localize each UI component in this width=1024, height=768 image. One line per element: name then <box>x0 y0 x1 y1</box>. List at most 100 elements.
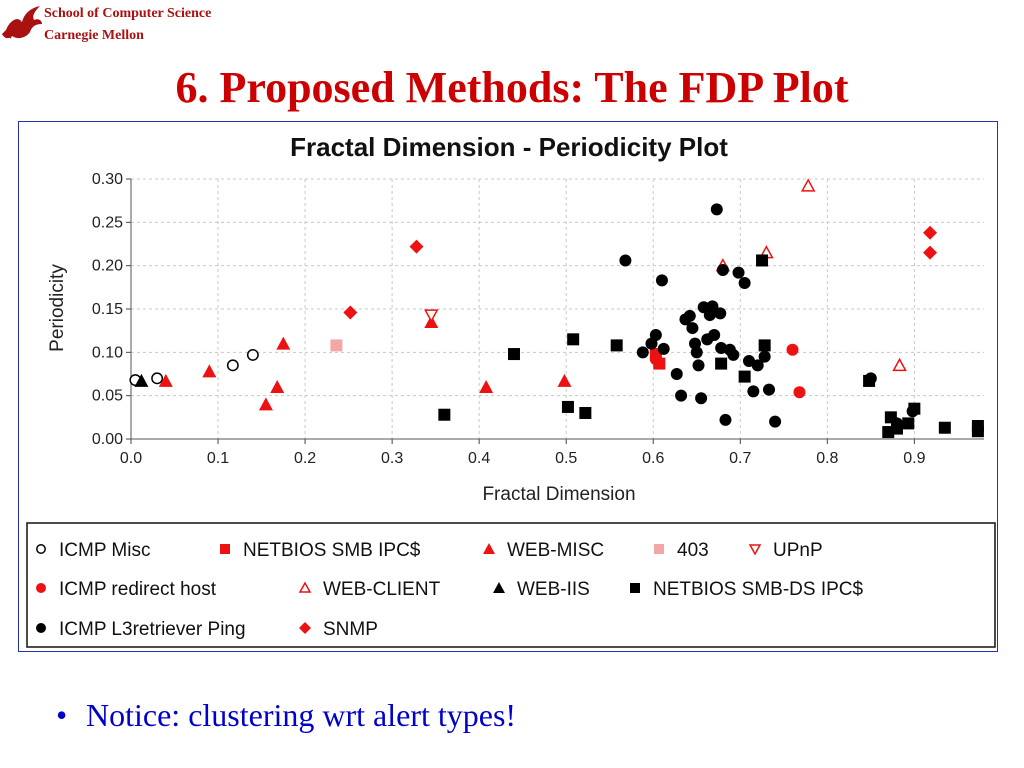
legend-marker <box>220 544 230 554</box>
data-point <box>716 264 729 276</box>
data-point <box>683 309 696 322</box>
data-point <box>246 348 259 361</box>
legend-marker <box>630 583 640 593</box>
data-point <box>409 239 424 254</box>
dragon-logo-icon <box>2 6 42 39</box>
legend-marker <box>36 544 46 554</box>
data-point <box>890 417 903 430</box>
data-point <box>708 329 721 341</box>
data-point <box>769 415 782 428</box>
data-point <box>800 178 816 192</box>
legend-marker <box>36 623 46 633</box>
data-point <box>276 336 291 350</box>
data-point <box>649 353 662 366</box>
y-tick-label: 0.15 <box>92 301 123 318</box>
data-point <box>714 307 727 320</box>
data-point <box>657 342 670 355</box>
data-point <box>902 417 915 430</box>
data-point <box>727 348 740 361</box>
x-tick-label: 0.2 <box>294 450 316 467</box>
data-point <box>738 277 751 289</box>
data-point <box>971 425 984 438</box>
data-point <box>579 407 592 419</box>
x-tick-label: 0.5 <box>555 450 577 467</box>
data-point <box>690 346 703 359</box>
bullet-item: • Notice: clustering wrt alert types! <box>56 697 516 734</box>
data-point <box>906 405 919 418</box>
data-point <box>695 392 708 405</box>
data-point <box>732 266 745 279</box>
legend-label: ICMP Misc <box>59 540 150 561</box>
data-point <box>202 364 217 378</box>
data-point <box>706 300 719 313</box>
y-tick-label: 0.05 <box>92 388 123 405</box>
data-point <box>751 359 764 372</box>
data-point <box>158 373 173 387</box>
data-point <box>793 386 806 399</box>
data-point <box>424 309 439 323</box>
data-point <box>923 245 938 260</box>
y-axis-label: Periodicity <box>47 264 68 352</box>
legend-marker <box>654 544 664 554</box>
fdp-plot-frame: Fractal Dimension - Periodicity Plot 0.0… <box>18 121 998 652</box>
data-point <box>270 380 285 393</box>
y-tick-label: 0.30 <box>92 171 123 188</box>
data-point <box>655 274 668 287</box>
chart-title: Fractal Dimension - Periodicity Plot <box>290 132 728 162</box>
data-point <box>686 322 699 335</box>
data-point <box>938 421 951 434</box>
legend-label: NETBIOS SMB-DS IPC$ <box>653 579 864 600</box>
data-point <box>763 383 776 396</box>
data-point <box>670 368 683 380</box>
bullet-dot: • <box>56 697 68 733</box>
data-point <box>864 372 877 385</box>
legend-label: SNMP <box>323 619 378 640</box>
data-point <box>636 346 649 359</box>
legend-label: ICMP redirect host <box>59 579 217 600</box>
legend-marker <box>36 583 46 593</box>
data-point <box>738 370 751 383</box>
legend-label: WEB-CLIENT <box>323 579 441 600</box>
data-point <box>619 254 632 267</box>
x-tick-label: 0.3 <box>381 450 403 467</box>
school-name: School of Computer Science <box>44 6 212 21</box>
data-point <box>923 225 938 240</box>
data-point <box>330 339 343 352</box>
y-tick-label: 0.00 <box>92 431 123 448</box>
data-point <box>710 203 723 216</box>
x-tick-label: 0.6 <box>642 450 664 467</box>
university-name: Carnegie Mellon <box>44 28 144 43</box>
data-point <box>715 357 728 370</box>
grid-lines <box>130 178 984 440</box>
legend-label: ICMP L3retriever Ping <box>59 619 246 640</box>
axes <box>126 178 984 444</box>
chart-legend: ICMP Misc NETBIOS SMB IPC$ WEB-MISC 403 UPnP… <box>26 522 996 648</box>
data-point <box>692 359 705 372</box>
data-point <box>479 380 494 393</box>
x-axis-label: Fractal Dimension <box>482 484 635 505</box>
slide-title: 6. Proposed Methods: The FDP Plot <box>175 63 849 112</box>
bullet-text: Notice: clustering wrt alert types! <box>86 697 517 733</box>
y-tick-label: 0.20 <box>92 258 123 275</box>
data-point <box>567 333 580 346</box>
data-point <box>258 397 273 411</box>
data-point <box>151 372 164 385</box>
data-point <box>134 373 149 387</box>
fdp-scatter-chart: Fractal Dimension - Periodicity Plot 0.0… <box>26 132 996 648</box>
legend-label: UPnP <box>773 540 823 561</box>
x-tick-label: 0.8 <box>816 450 838 467</box>
data-point <box>561 400 574 413</box>
data-point <box>226 359 239 372</box>
legend-marker <box>299 622 311 634</box>
data-point <box>507 348 520 361</box>
tick-labels: 0.0 0.1 0.2 0.3 0.4 0.5 0.6 0.7 0.8 0.9 0.00 0.05 0.… <box>92 171 926 467</box>
legend-marker <box>298 581 312 593</box>
data-point <box>610 339 623 352</box>
data-points <box>129 178 984 439</box>
data-point <box>892 357 907 372</box>
legend-label: 403 <box>677 540 709 561</box>
legend-box <box>26 522 996 648</box>
legend-label: WEB-IIS <box>517 579 590 600</box>
x-tick-label: 0.0 <box>120 450 142 467</box>
data-point <box>786 343 799 356</box>
